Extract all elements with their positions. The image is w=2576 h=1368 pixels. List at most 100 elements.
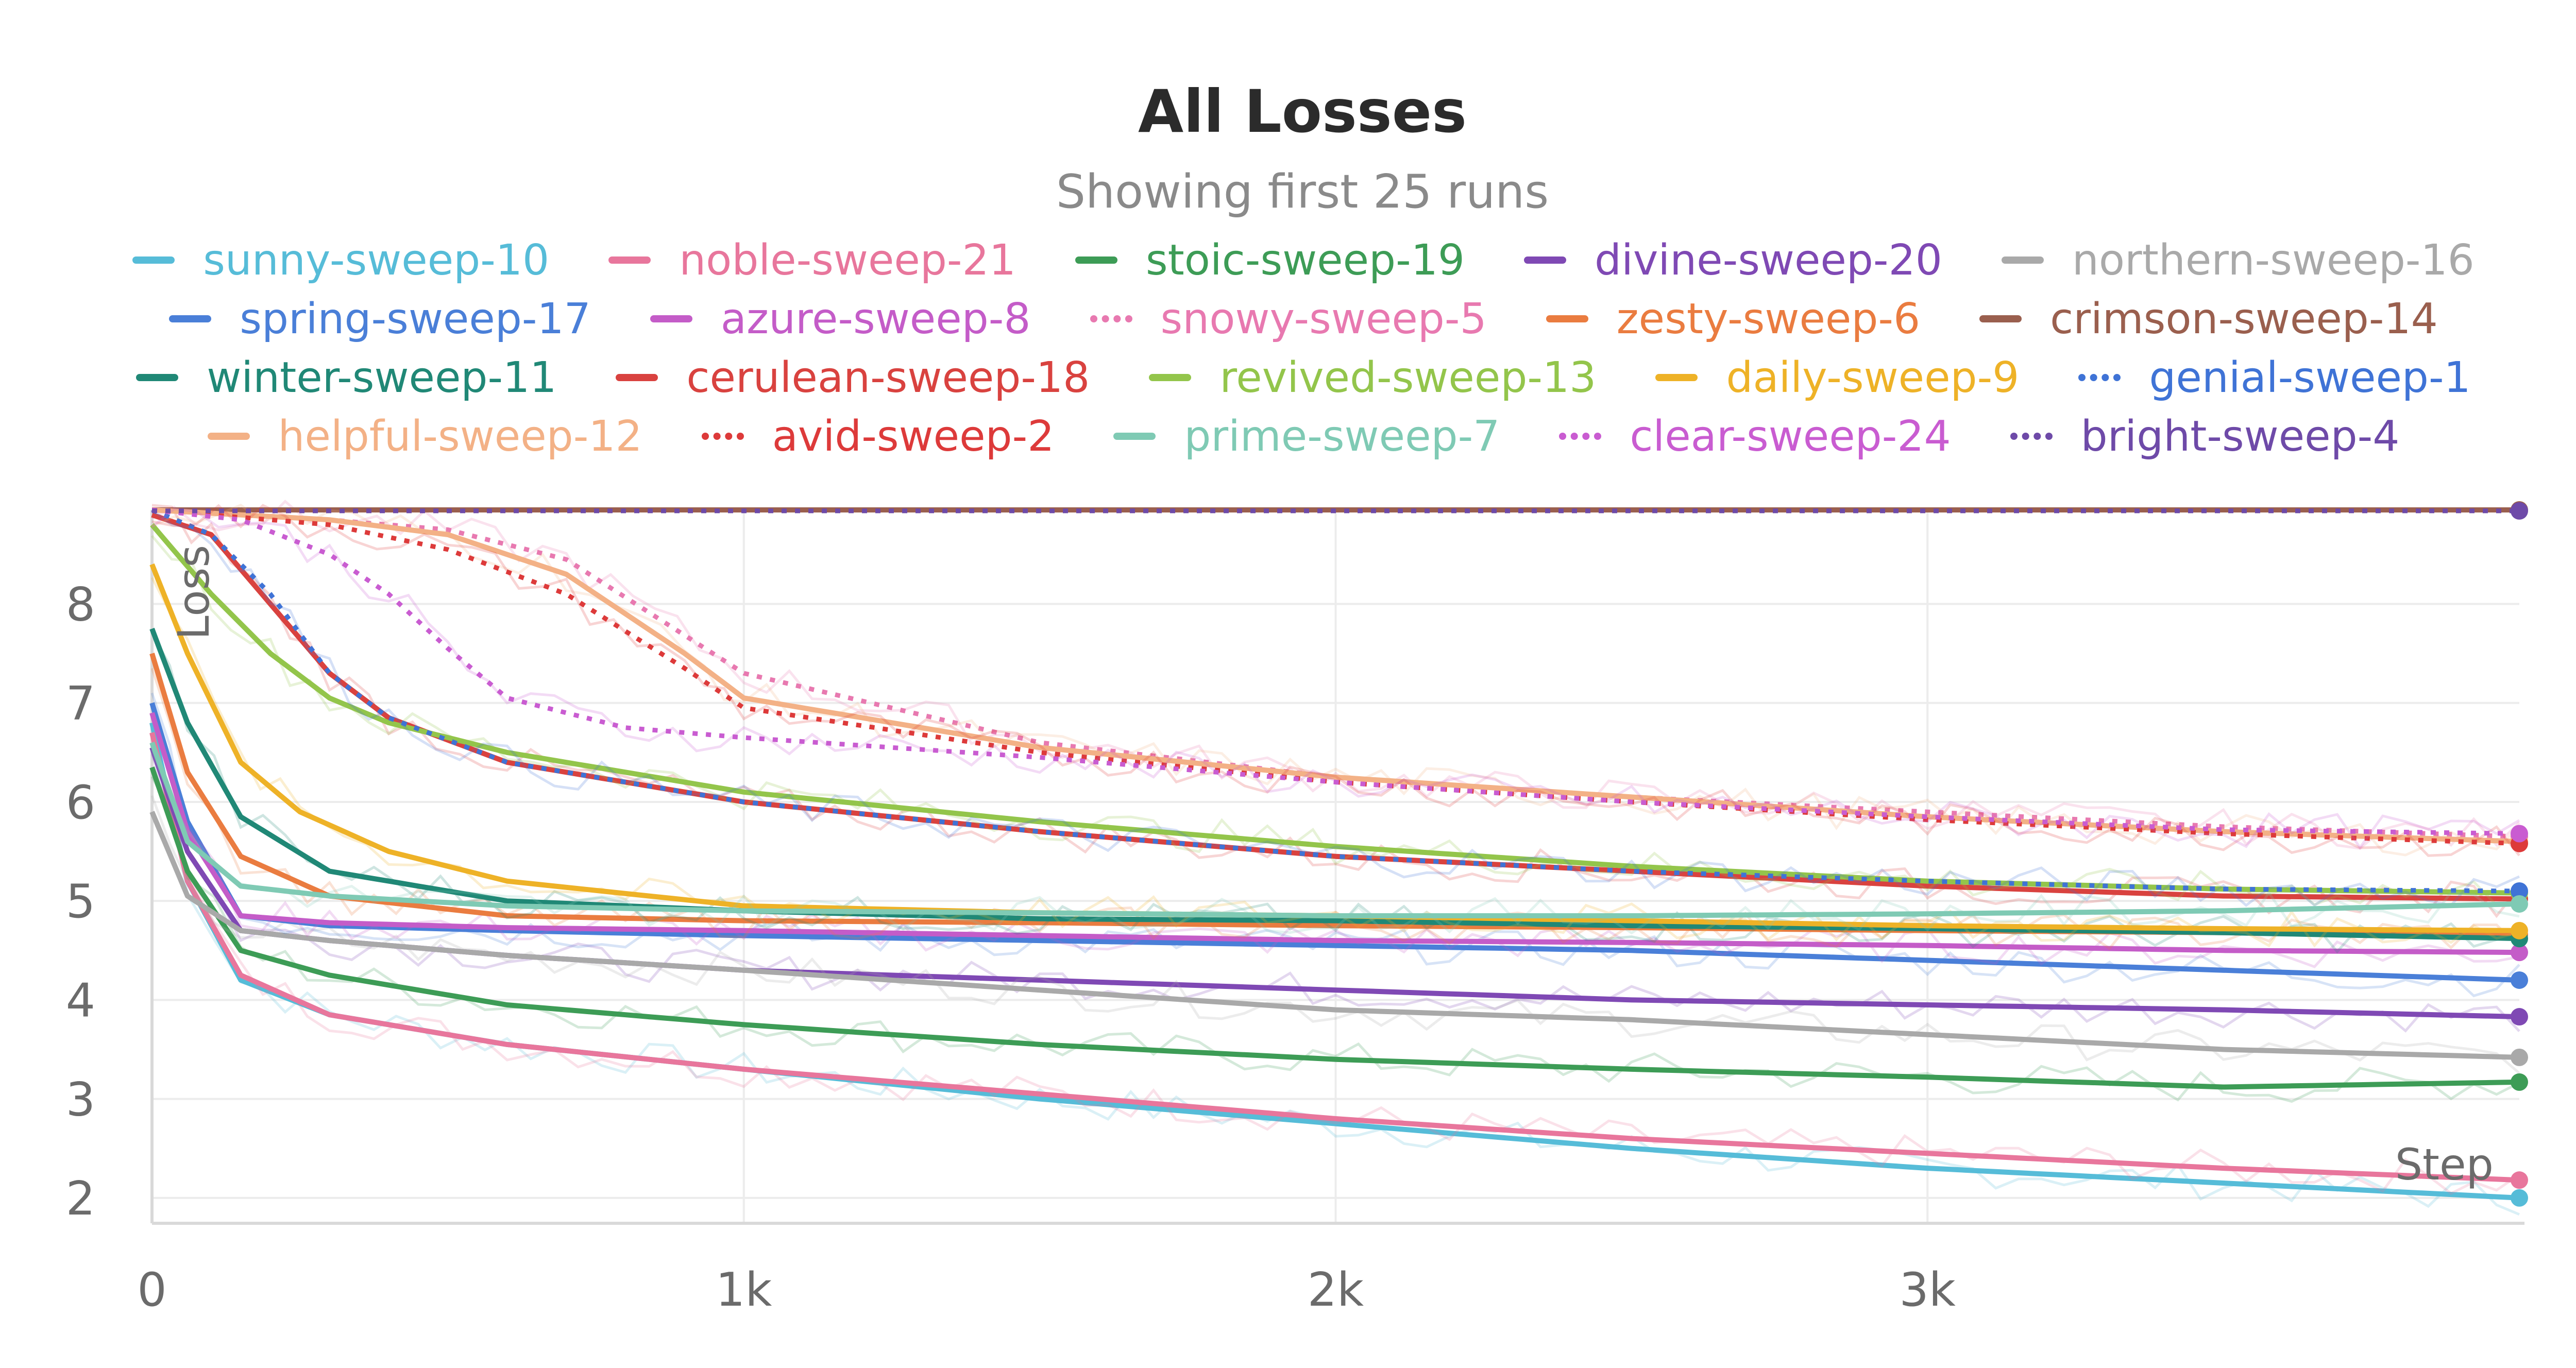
series-endpoint-bright-sweep-4[interactable] — [2511, 502, 2528, 520]
legend-item[interactable]: helpful-sweep-12 — [207, 412, 642, 461]
y-tick-label: 6 — [66, 776, 95, 830]
legend-swatch — [616, 374, 658, 381]
legend-item[interactable]: spring-sweep-17 — [169, 295, 591, 344]
legend-label: helpful-sweep-12 — [278, 412, 642, 461]
y-tick-label: 7 — [66, 677, 95, 731]
legend-swatch — [2001, 256, 2044, 264]
legend-swatch — [136, 374, 179, 381]
series-line-spring-sweep-17[interactable] — [149, 702, 2520, 983]
legend-item[interactable]: snowy-sweep-5 — [1090, 295, 1487, 344]
series-endpoint-northern-sweep-16[interactable] — [2511, 1048, 2528, 1066]
x-tick-label: 2k — [1308, 1263, 1364, 1317]
x-tick-label: 1k — [716, 1263, 772, 1317]
legend-item[interactable]: divine-sweep-20 — [1524, 236, 1942, 285]
series-line-noble-sweep-21[interactable] — [149, 732, 2520, 1183]
series-line-clear-sweep-24[interactable] — [151, 507, 2520, 836]
series-noise-prime-sweep-7 — [150, 749, 2520, 935]
series-line-stoic-sweep-19[interactable] — [149, 766, 2520, 1090]
legend-label: cerulean-sweep-18 — [686, 353, 1090, 402]
legend-row: sunny-sweep-10 noble-sweep-21 stoic-sweep-… — [93, 231, 2514, 289]
series-line-snowy-sweep-5[interactable] — [151, 507, 2520, 839]
series-noise-azure-sweep-8 — [150, 717, 2520, 968]
axis-labels: 2 3 4 5 6 7 8 0 1k 2k 3k Step Loss — [66, 545, 2494, 1317]
series-noise-sunny-sweep-10 — [150, 723, 2520, 1216]
x-tick-label: 0 — [137, 1263, 166, 1317]
series-endpoint-noble-sweep-21[interactable] — [2511, 1171, 2528, 1189]
series-endpoint-spring-sweep-17[interactable] — [2511, 971, 2528, 989]
legend-item[interactable]: winter-sweep-11 — [136, 353, 556, 402]
series-noise-avid-sweep-2 — [151, 504, 2520, 857]
series-line-prime-sweep-7[interactable] — [149, 742, 2520, 918]
legend-item[interactable]: prime-sweep-7 — [1113, 412, 1500, 461]
legend-item[interactable]: avid-sweep-2 — [701, 412, 1055, 461]
series-endpoint-genial-sweep-1[interactable] — [2511, 882, 2528, 900]
x-tick-label: 3k — [1900, 1263, 1956, 1317]
y-tick-label: 4 — [66, 973, 95, 1028]
series-endpoint-azure-sweep-8[interactable] — [2511, 944, 2528, 962]
legend-swatch — [1979, 315, 2022, 322]
y-tick-label: 8 — [66, 578, 95, 632]
legend-label: northern-sweep-16 — [2072, 235, 2475, 285]
legend-swatch — [132, 256, 175, 264]
legend-swatch — [2078, 374, 2121, 381]
legend-label: genial-sweep-1 — [2149, 353, 2471, 402]
legend-swatch — [608, 256, 651, 264]
chart-subtitle: Showing first 25 runs — [1056, 165, 1549, 219]
y-axis-title: Loss — [168, 545, 219, 640]
legend-item[interactable]: revived-sweep-13 — [1149, 353, 1596, 402]
legend-row: winter-sweep-11 cerulean-sweep-18 revived-… — [93, 348, 2514, 407]
legend-swatch — [650, 315, 692, 322]
series-lines — [149, 499, 2528, 1216]
legend-item[interactable]: clear-sweep-24 — [1559, 412, 1951, 461]
legend-swatch — [2010, 433, 2053, 440]
legend-swatch — [1559, 433, 1602, 440]
legend-swatch — [1524, 256, 1567, 264]
legend-label: crimson-sweep-14 — [2050, 294, 2438, 344]
legend-item[interactable]: genial-sweep-1 — [2078, 353, 2471, 402]
series-noise-genial-sweep-1 — [151, 508, 2520, 907]
series-endpoint-stoic-sweep-19[interactable] — [2511, 1073, 2528, 1091]
legend-label: zesty-sweep-6 — [1616, 294, 1921, 344]
legend-swatch — [1655, 374, 1698, 381]
y-tick-label: 5 — [66, 875, 95, 929]
legend-item[interactable]: bright-sweep-4 — [2010, 412, 2399, 461]
legend-row: spring-sweep-17 azure-sweep-8 snowy-sweep-… — [93, 289, 2514, 348]
legend-item[interactable]: northern-sweep-16 — [2001, 235, 2475, 285]
legend-label: azure-sweep-8 — [720, 294, 1031, 344]
legend-item[interactable]: cerulean-sweep-18 — [616, 353, 1090, 402]
series-noise-daily-sweep-9 — [150, 577, 2520, 948]
legend-swatch — [1149, 374, 1192, 381]
series-noise-snowy-sweep-5 — [151, 499, 2520, 850]
legend-item[interactable]: crimson-sweep-14 — [1979, 295, 2438, 344]
legend-swatch — [1090, 315, 1132, 322]
legend-item[interactable]: noble-sweep-21 — [608, 236, 1016, 285]
legend-label: snowy-sweep-5 — [1160, 294, 1487, 344]
chart-legend: sunny-sweep-10 noble-sweep-21 stoic-sweep-… — [93, 231, 2514, 466]
legend-swatch — [1075, 256, 1117, 264]
series-endpoint-sunny-sweep-10[interactable] — [2511, 1189, 2528, 1207]
series-endpoint-prime-sweep-7[interactable] — [2511, 895, 2528, 913]
grid-lines — [151, 510, 2519, 1223]
axes — [150, 510, 2524, 1225]
legend-item[interactable]: zesty-sweep-6 — [1546, 294, 1921, 344]
legend-item[interactable]: daily-sweep-9 — [1655, 353, 2019, 402]
legend-row: helpful-sweep-12 avid-sweep-2 prime-sweep-… — [93, 407, 2514, 466]
legend-label: stoic-sweep-19 — [1145, 235, 1465, 285]
series-endpoint-divine-sweep-20[interactable] — [2511, 1008, 2528, 1026]
series-noise-clear-sweep-24 — [151, 507, 2520, 850]
legend-label: avid-sweep-2 — [772, 412, 1055, 461]
legend-item[interactable]: sunny-sweep-10 — [132, 236, 549, 285]
x-axis-title: Step — [2395, 1139, 2494, 1190]
series-endpoint-daily-sweep-9[interactable] — [2511, 921, 2528, 939]
legend-label: clear-sweep-24 — [1630, 412, 1951, 461]
legend-item[interactable]: azure-sweep-8 — [650, 295, 1031, 344]
series-endpoint-clear-sweep-24[interactable] — [2511, 825, 2528, 843]
legend-item[interactable]: stoic-sweep-19 — [1075, 236, 1465, 285]
series-noise-noble-sweep-21 — [150, 744, 2520, 1195]
series-line-azure-sweep-8[interactable] — [149, 712, 2520, 955]
series-line-genial-sweep-1[interactable] — [151, 507, 2520, 894]
legend-swatch — [1546, 315, 1588, 322]
series-line-northern-sweep-16[interactable] — [149, 811, 2520, 1060]
series-line-winter-sweep-11[interactable] — [149, 627, 2520, 942]
